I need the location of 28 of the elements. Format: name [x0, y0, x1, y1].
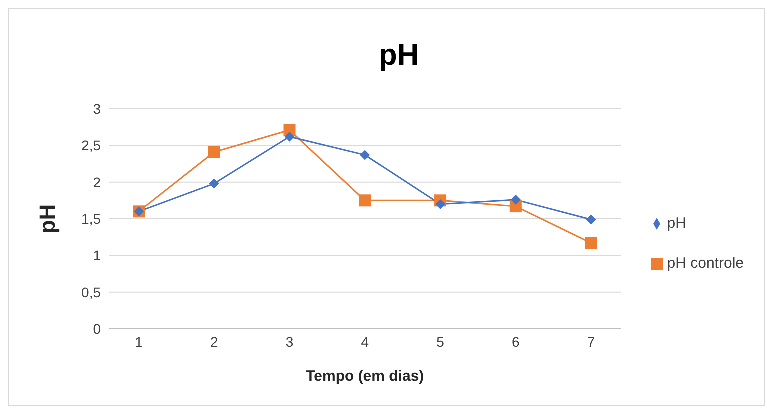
- point: [284, 132, 295, 142]
- point: [208, 146, 220, 158]
- y-tick-label: 1: [93, 248, 102, 264]
- point: [586, 214, 596, 225]
- point: [360, 150, 370, 160]
- y-tick-label: 2: [93, 174, 102, 190]
- x-tick-label: 3: [286, 334, 294, 350]
- x-tick-label: 4: [361, 334, 370, 350]
- point: [359, 194, 372, 207]
- point: [585, 237, 598, 250]
- point: [510, 194, 521, 205]
- y-tick-label: 2,5: [82, 138, 102, 154]
- y-tick-label: 1,5: [82, 210, 102, 227]
- x-tick-label: 6: [512, 334, 520, 350]
- y-tick-label: 0,5: [82, 284, 102, 300]
- legend-label: pH: [667, 215, 686, 232]
- x-tick-label: 7: [587, 334, 596, 350]
- legend-label: pH controle: [667, 255, 744, 272]
- point: [436, 199, 446, 210]
- chart-title: pH: [378, 39, 420, 74]
- y-tick-label: 0: [93, 320, 102, 337]
- y-axis-title: pH: [34, 204, 60, 234]
- x-tick-label: 1: [135, 334, 144, 350]
- x-tick-label: 5: [436, 334, 445, 350]
- x-axis-title: Tempo (em dias): [306, 368, 424, 385]
- y-tick-label: 3: [93, 100, 102, 117]
- x-tick-label: 2: [210, 334, 218, 350]
- point: [209, 178, 220, 189]
